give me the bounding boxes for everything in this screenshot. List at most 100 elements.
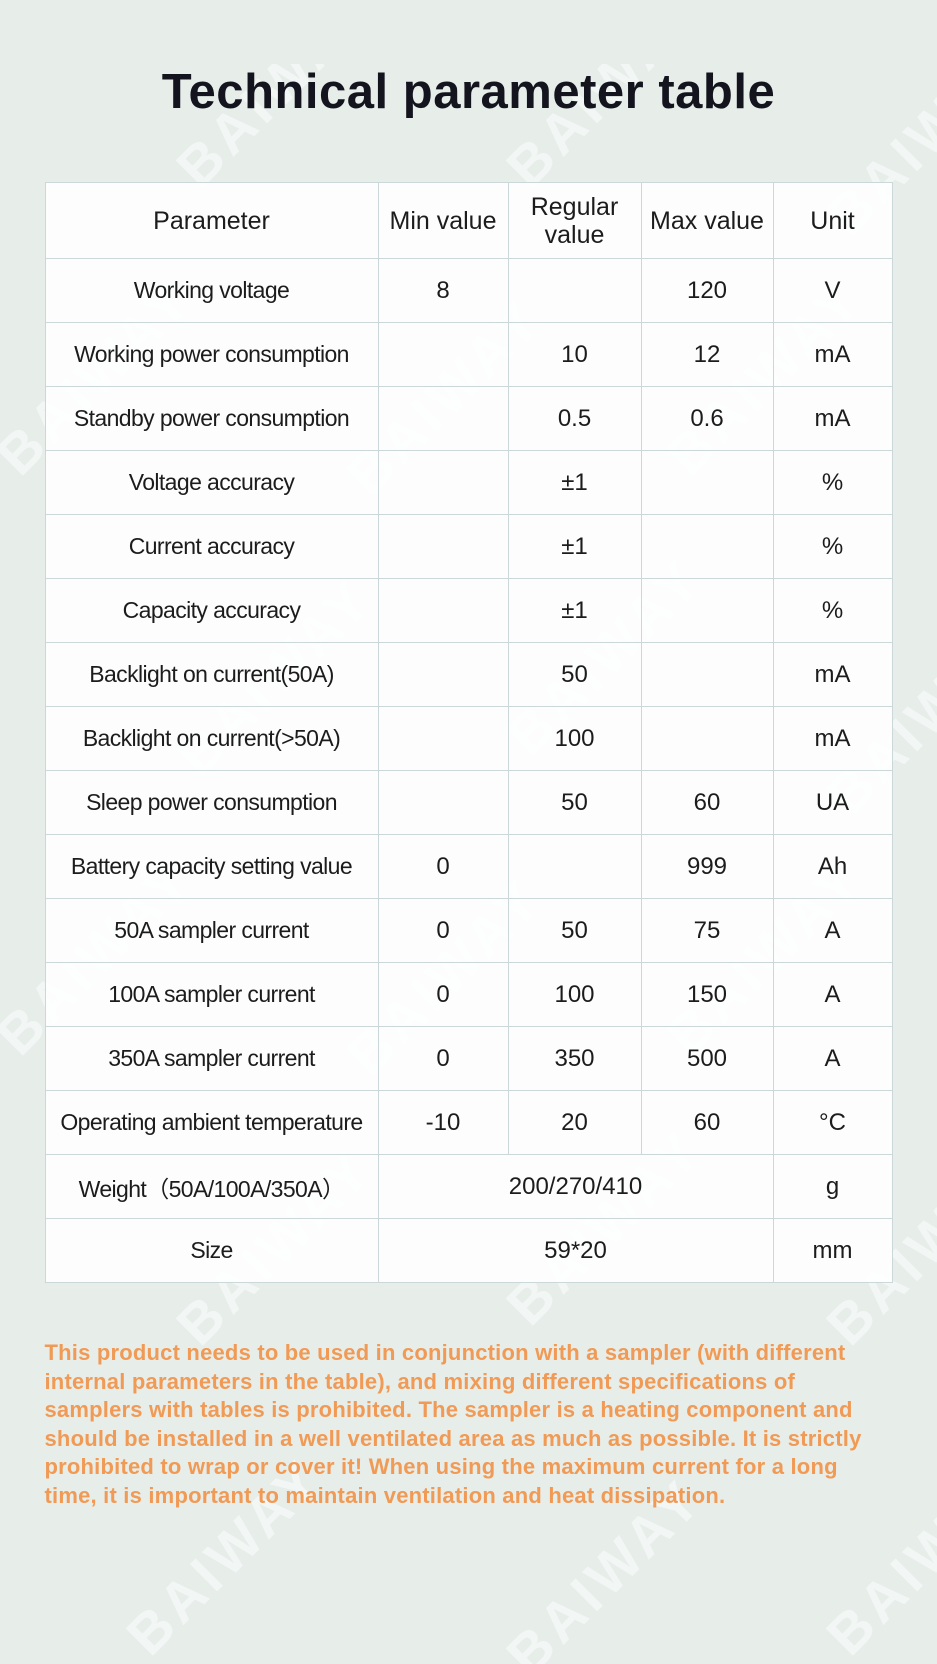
cell-parameter: Standby power consumption — [44, 386, 379, 451]
cell-max: 999 — [640, 834, 774, 899]
table-row: Sleep power consumption 50 60 UA — [44, 770, 893, 835]
cell-regular: 100 — [507, 706, 642, 771]
cell-parameter: Working power consumption — [44, 322, 379, 387]
table-row: Standby power consumption 0.5 0.6 mA — [44, 386, 893, 451]
cell-unit: Ah — [772, 834, 893, 899]
cell-max — [640, 706, 774, 771]
cell-min — [377, 514, 509, 579]
cell-parameter: Size — [44, 1218, 379, 1283]
cell-regular: ±1 — [507, 578, 642, 643]
cell-min — [377, 578, 509, 643]
cell-regular: 100 — [507, 962, 642, 1027]
cell-regular — [507, 834, 642, 899]
header-unit: Unit — [772, 182, 893, 259]
cell-min — [377, 450, 509, 515]
cell-parameter: Backlight on current(>50A) — [44, 706, 379, 771]
cell-max: 12 — [640, 322, 774, 387]
warning-note: This product needs to be used in conjunc… — [44, 1340, 862, 1508]
table-row: Working voltage 8 120 V — [44, 258, 893, 323]
cell-parameter: Operating ambient temperature — [44, 1090, 379, 1155]
cell-regular — [507, 258, 642, 323]
cell-unit: % — [772, 578, 893, 643]
cell-parameter: 50A sampler current — [44, 898, 379, 963]
cell-min: 0 — [377, 962, 509, 1027]
cell-regular: 50 — [507, 642, 642, 707]
cell-parameter: Voltage accuracy — [44, 450, 379, 515]
cell-regular: 350 — [507, 1026, 642, 1091]
cell-min: 8 — [377, 258, 509, 323]
cell-unit: A — [772, 1026, 893, 1091]
cell-unit: °C — [772, 1090, 893, 1155]
table-row: Capacity accuracy ±1 % — [44, 578, 893, 643]
cell-regular: 50 — [507, 770, 642, 835]
cell-min — [377, 386, 509, 451]
header-parameter: Parameter — [44, 182, 379, 259]
cell-min: 0 — [377, 1026, 509, 1091]
cell-regular: 20 — [507, 1090, 642, 1155]
cell-merged-value: 200/270/410 — [377, 1154, 774, 1219]
cell-unit: g — [772, 1154, 893, 1219]
cell-unit: V — [772, 258, 893, 323]
page-title: Technical parameter table — [161, 65, 776, 119]
cell-unit: % — [772, 450, 893, 515]
cell-unit: A — [772, 962, 893, 1027]
cell-regular: ±1 — [507, 514, 642, 579]
cell-max — [640, 642, 774, 707]
table-row: Working power consumption 10 12 mA — [44, 322, 893, 387]
cell-parameter: Battery capacity setting value — [44, 834, 379, 899]
table-row: Operating ambient temperature -10 20 60 … — [44, 1090, 893, 1155]
cell-max — [640, 514, 774, 579]
cell-parameter: Current accuracy — [44, 514, 379, 579]
table-row: Backlight on current(50A) 50 mA — [44, 642, 893, 707]
cell-parameter: Weight（50A/100A/350A） — [44, 1154, 379, 1219]
header-regular-value: Regular value — [507, 182, 642, 259]
cell-unit: UA — [772, 770, 893, 835]
cell-regular: ±1 — [507, 450, 642, 515]
cell-merged-value: 59*20 — [377, 1218, 774, 1283]
cell-min — [377, 770, 509, 835]
cell-max: 60 — [640, 1090, 774, 1155]
table-row: Voltage accuracy ±1 % — [44, 450, 893, 515]
cell-max: 0.6 — [640, 386, 774, 451]
cell-regular: 0.5 — [507, 386, 642, 451]
header-max-value: Max value — [640, 182, 774, 259]
cell-unit: mm — [772, 1218, 893, 1283]
cell-min: 0 — [377, 898, 509, 963]
table-header-row: Parameter Min value Regular value Max va… — [44, 182, 893, 259]
table-row-merged: Size 59*20 mm — [44, 1218, 893, 1283]
cell-parameter: 100A sampler current — [44, 962, 379, 1027]
spec-table: Parameter Min value Regular value Max va… — [44, 182, 893, 1283]
cell-parameter: Working voltage — [44, 258, 379, 323]
spec-sheet-page: BAIWAY BAIWAY BAIWAY BAIWAY BAIWAY BAIWA… — [0, 64, 937, 1664]
cell-parameter: Capacity accuracy — [44, 578, 379, 643]
cell-unit: mA — [772, 706, 893, 771]
cell-max: 60 — [640, 770, 774, 835]
cell-unit: % — [772, 514, 893, 579]
table-row: 100A sampler current 0 100 150 A — [44, 962, 893, 1027]
table-row: Battery capacity setting value 0 999 Ah — [44, 834, 893, 899]
cell-regular: 50 — [507, 898, 642, 963]
cell-max — [640, 578, 774, 643]
cell-min — [377, 642, 509, 707]
cell-min — [377, 322, 509, 387]
cell-max: 120 — [640, 258, 774, 323]
table-row: 50A sampler current 0 50 75 A — [44, 898, 893, 963]
cell-unit: mA — [772, 386, 893, 451]
cell-parameter: 350A sampler current — [44, 1026, 379, 1091]
cell-max: 150 — [640, 962, 774, 1027]
cell-parameter: Sleep power consumption — [44, 770, 379, 835]
cell-min: -10 — [377, 1090, 509, 1155]
cell-max: 75 — [640, 898, 774, 963]
cell-unit: A — [772, 898, 893, 963]
table-row: 350A sampler current 0 350 500 A — [44, 1026, 893, 1091]
cell-max: 500 — [640, 1026, 774, 1091]
header-min-value: Min value — [377, 182, 509, 259]
cell-min: 0 — [377, 834, 509, 899]
cell-unit: mA — [772, 322, 893, 387]
cell-regular: 10 — [507, 322, 642, 387]
cell-parameter: Backlight on current(50A) — [44, 642, 379, 707]
table-row: Backlight on current(>50A) 100 mA — [44, 706, 893, 771]
cell-min — [377, 706, 509, 771]
table-row: Current accuracy ±1 % — [44, 514, 893, 579]
cell-max — [640, 450, 774, 515]
